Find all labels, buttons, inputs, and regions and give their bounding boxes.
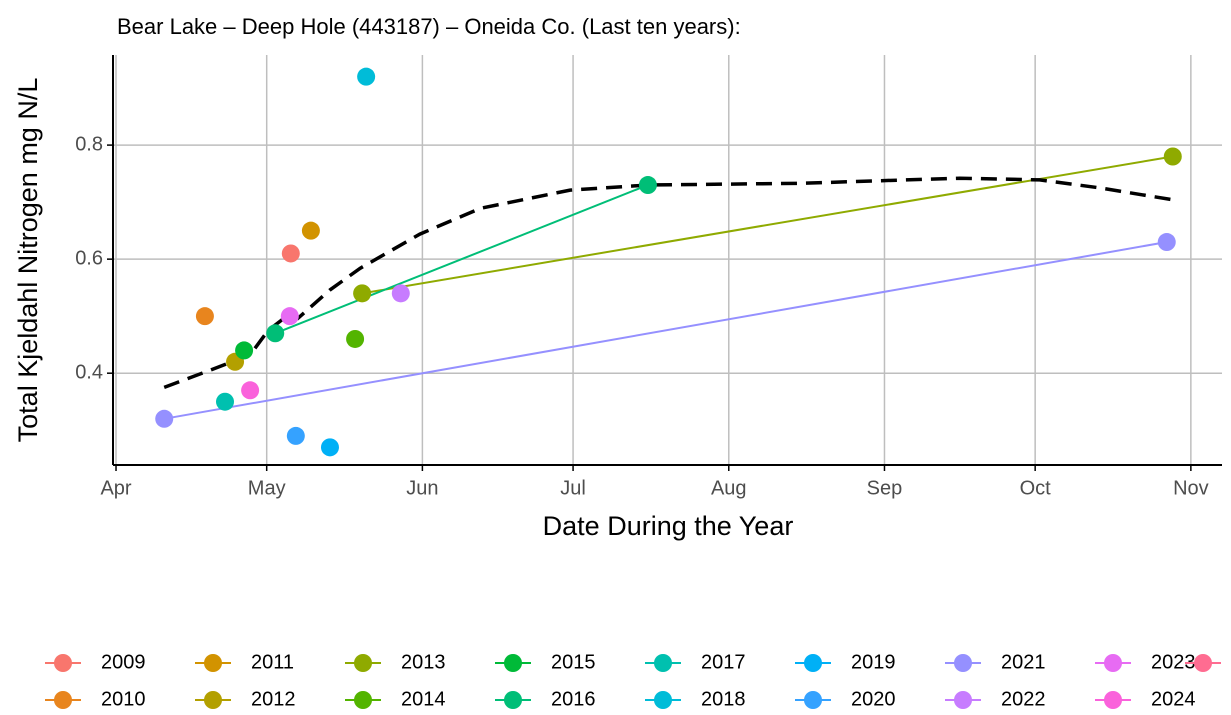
legend-label: 2009	[101, 651, 146, 673]
point	[320, 438, 339, 457]
point	[266, 324, 285, 343]
legend-key	[1104, 654, 1122, 672]
x-tick-label: Jun	[406, 477, 438, 499]
y-tick-label: 0.4	[75, 361, 103, 383]
series-line	[164, 241, 1167, 420]
legend-key	[804, 654, 822, 672]
point	[235, 341, 254, 360]
point	[286, 426, 305, 445]
legend-label: 2019	[851, 651, 896, 673]
legend-label: 2023	[1151, 651, 1196, 673]
legend-label: 2015	[551, 651, 596, 673]
point	[195, 307, 214, 326]
legend-label: 2022	[1001, 688, 1046, 710]
point	[301, 221, 320, 240]
legend-key	[54, 691, 72, 709]
y-tick-label: 0.6	[75, 247, 103, 269]
x-tick-label: Aug	[711, 477, 747, 499]
point	[1163, 147, 1182, 166]
legend-key	[204, 654, 222, 672]
legend-label: 2020	[851, 688, 896, 710]
point	[155, 409, 174, 428]
legend-key	[1104, 691, 1122, 709]
point	[1157, 233, 1176, 252]
x-tick-label: Nov	[1173, 477, 1209, 499]
legend-label: 2013	[401, 651, 446, 673]
x-tick-label: Oct	[1020, 477, 1052, 499]
legend-key	[654, 654, 672, 672]
legend-label: 2014	[401, 688, 446, 710]
legend-label: 2021	[1001, 651, 1046, 673]
point	[216, 392, 235, 411]
legend-key	[504, 654, 522, 672]
legend-key	[954, 691, 972, 709]
chart-title: Bear Lake – Deep Hole (443187) – Oneida …	[117, 14, 741, 39]
point	[241, 381, 260, 400]
point	[353, 284, 372, 303]
y-axis-title: Total Kjeldahl Nitrogen mg N/L	[13, 78, 43, 443]
point	[638, 176, 657, 195]
legend-label: 2012	[251, 688, 296, 710]
legend-label: 2017	[701, 651, 746, 673]
legend-key	[804, 691, 822, 709]
point	[346, 329, 365, 348]
point	[357, 67, 376, 86]
legend-key	[54, 654, 72, 672]
x-tick-label: May	[248, 477, 286, 499]
legend-key	[204, 691, 222, 709]
legend-label: 2011	[251, 651, 294, 673]
trend-line	[163, 176, 1174, 390]
legend-key	[654, 691, 672, 709]
legend-label: 2010	[101, 688, 146, 710]
point	[281, 244, 300, 263]
legend-key	[1194, 654, 1212, 672]
legend-key	[954, 654, 972, 672]
x-axis-title: Date During the Year	[543, 511, 794, 541]
legend-label: 2018	[701, 688, 746, 710]
y-tick-label: 0.8	[75, 133, 103, 155]
x-tick-label: Sep	[867, 477, 903, 499]
legend-key	[504, 691, 522, 709]
legend-key	[354, 654, 372, 672]
x-tick-label: Apr	[100, 477, 131, 499]
legend-label: 2016	[551, 688, 596, 710]
legend-label: 2024	[1151, 688, 1196, 710]
series-line	[361, 155, 1173, 295]
point	[391, 284, 410, 303]
point	[280, 307, 299, 326]
series-line	[274, 184, 649, 335]
x-tick-label: Jul	[560, 477, 586, 499]
legend-key	[354, 691, 372, 709]
